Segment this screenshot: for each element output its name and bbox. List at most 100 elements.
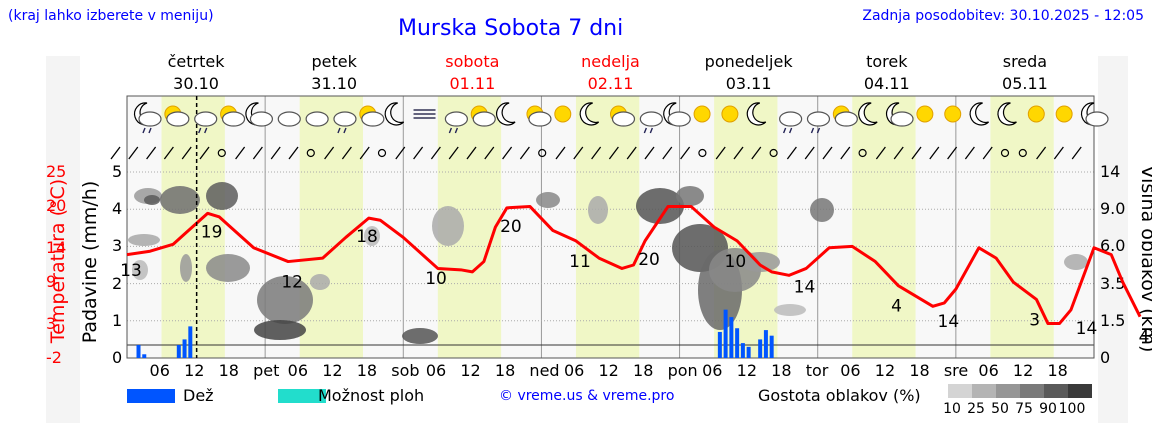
moon-icon bbox=[496, 102, 516, 126]
rain-bar bbox=[758, 339, 763, 358]
wind-calm-icon bbox=[306, 148, 315, 158]
cloud-icon bbox=[806, 111, 831, 127]
moon-icon bbox=[969, 102, 989, 126]
day-date: 03.11 bbox=[725, 74, 772, 93]
cloud-density-blob bbox=[810, 198, 834, 222]
sun-icon bbox=[916, 105, 934, 123]
cloud-height-tick: 3.5 bbox=[1100, 273, 1126, 293]
day-name: ponedeljek bbox=[704, 52, 793, 71]
temperature-label: 3 bbox=[1029, 310, 1040, 330]
cloud-density-blob bbox=[588, 196, 608, 224]
cloud-icon bbox=[528, 111, 552, 127]
day-name: četrtek bbox=[167, 52, 225, 71]
sun-cloud-icon bbox=[610, 105, 636, 127]
sun-icon bbox=[554, 105, 572, 123]
moon-icon bbox=[384, 102, 405, 126]
plot-frame bbox=[126, 95, 1095, 359]
cloud-density-blob bbox=[740, 252, 780, 272]
sun-cloud-icon bbox=[470, 105, 496, 127]
wind-barb-icon bbox=[822, 146, 833, 160]
wind-calm-icon bbox=[769, 148, 778, 158]
cloud-density-blob bbox=[132, 260, 148, 280]
x-tick-label: 18 bbox=[1047, 361, 1068, 380]
temperature-tick: -2 bbox=[46, 348, 62, 367]
rain-bar bbox=[740, 343, 745, 358]
daylight-band bbox=[299, 96, 363, 358]
cloud-icon bbox=[305, 111, 329, 127]
rain-bar bbox=[176, 344, 181, 358]
day-name: petek bbox=[311, 52, 357, 71]
day-date: 01.11 bbox=[449, 74, 496, 93]
sun-icon bbox=[1055, 105, 1073, 123]
cloud-icon bbox=[472, 111, 496, 127]
wind-barb-icon bbox=[199, 146, 210, 160]
temperature-label: 14 bbox=[1076, 319, 1098, 339]
rain-legend-swatch bbox=[127, 389, 175, 403]
rain-bar bbox=[746, 346, 751, 358]
wind-barb-icon bbox=[555, 146, 566, 160]
wind-barb-icon bbox=[573, 146, 584, 160]
precipitation-tick: 4 bbox=[112, 199, 123, 219]
rain-drop-icon bbox=[198, 127, 202, 134]
x-tick-label: 12 bbox=[874, 361, 896, 380]
temperature-label: 14 bbox=[938, 312, 960, 332]
precipitation-tick: 5 bbox=[112, 162, 123, 181]
cloud-icon bbox=[333, 111, 357, 127]
sun-icon bbox=[1027, 105, 1045, 123]
wind-calm-icon bbox=[538, 148, 547, 158]
moon-icon bbox=[858, 102, 878, 126]
x-tick-label: 06 bbox=[425, 361, 447, 380]
cloud-rain-icon bbox=[779, 111, 803, 134]
wind-barb-icon bbox=[662, 146, 673, 160]
cloud-scale-swatch bbox=[1044, 384, 1068, 398]
cloud-icon bbox=[834, 111, 858, 127]
temperature-tick: 25 bbox=[46, 162, 67, 181]
temperature-label: 10 bbox=[425, 269, 447, 289]
x-tick-label: 06 bbox=[978, 361, 999, 380]
moon-icon bbox=[579, 102, 600, 126]
wind-barb-icon bbox=[466, 146, 477, 160]
wind-barb-icon bbox=[413, 146, 424, 160]
region-hint[interactable]: (kraj lahko izberete v meniju) bbox=[8, 8, 214, 24]
precipitation-tick: 0 bbox=[112, 348, 123, 367]
temperature-label: 4 bbox=[891, 297, 902, 317]
rain-bar bbox=[763, 330, 768, 358]
wind-barb-icon bbox=[359, 146, 370, 160]
cloud-density-blob bbox=[128, 234, 160, 246]
rain-bar bbox=[735, 328, 740, 358]
wind-calm-icon bbox=[217, 148, 226, 158]
rain-drop-icon bbox=[643, 127, 648, 134]
cloud-scale-label: 75 bbox=[1015, 401, 1033, 417]
wind-barb-icon bbox=[786, 146, 797, 160]
wind-barb-icon bbox=[893, 146, 904, 160]
temperature-label: 18 bbox=[356, 227, 378, 247]
wind-barb-icon bbox=[484, 146, 495, 160]
day-name: torek bbox=[866, 52, 908, 71]
wind-barb-icon bbox=[395, 146, 406, 160]
temperature-tick: 3 bbox=[46, 313, 57, 333]
rain-drop-icon bbox=[782, 127, 787, 134]
x-tick-label: sob bbox=[391, 361, 420, 380]
temperature-line bbox=[126, 204, 1142, 326]
moon-icon bbox=[997, 102, 1017, 126]
moon-cloud-icon bbox=[663, 102, 691, 127]
moon-cloud-rain-icon bbox=[133, 102, 162, 134]
x-tick-label: 18 bbox=[771, 361, 792, 380]
cloud-icon bbox=[639, 111, 663, 127]
cloud-scale-label: 50 bbox=[991, 401, 1009, 417]
rain-drop-icon bbox=[337, 127, 341, 134]
day-name: sreda bbox=[1002, 52, 1048, 71]
cloud-scale-swatch bbox=[1068, 384, 1092, 398]
cloud-density-blob bbox=[1064, 254, 1088, 270]
rain-bar bbox=[188, 326, 193, 358]
cloud-icon bbox=[305, 111, 329, 127]
daylight-band bbox=[852, 96, 916, 358]
sun-cloud-icon bbox=[832, 105, 858, 127]
moon-icon bbox=[579, 102, 600, 126]
credit-link[interactable]: © vreme.us & vreme.pro bbox=[499, 388, 675, 404]
moon-icon bbox=[997, 102, 1017, 126]
wind-barb-icon bbox=[341, 146, 352, 160]
wind-barb-icon bbox=[911, 146, 922, 160]
wind-barb-icon bbox=[1036, 146, 1047, 160]
